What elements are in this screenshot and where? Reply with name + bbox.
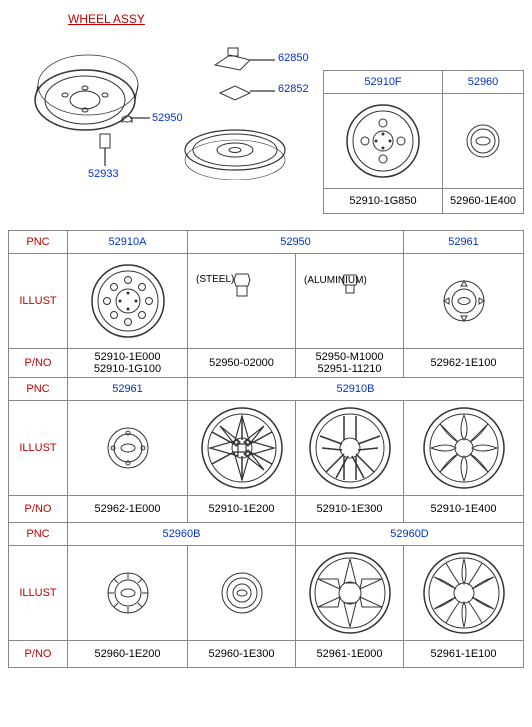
pno-s3-3: 52961-1E100 bbox=[404, 641, 524, 668]
label-pno-1: P/NO bbox=[9, 349, 68, 378]
section1-table: PNC 52910A 52950 52961 ILLUST (STEEL) (A… bbox=[8, 230, 524, 668]
label-illust-3: ILLUST bbox=[9, 546, 68, 641]
pno-s2-3: 52910-1E400 bbox=[404, 496, 524, 523]
tr-header-52960[interactable]: 52960 bbox=[443, 71, 524, 94]
label-pno-3: P/NO bbox=[9, 641, 68, 668]
pno-s1-3: 52962-1E100 bbox=[404, 349, 524, 378]
top-right-table: 52910F 52960 52910-1G850 52960-1E400 bbox=[323, 70, 524, 214]
pno-s2-2: 52910-1E300 bbox=[296, 496, 404, 523]
callout-52950[interactable]: 52950 bbox=[152, 112, 183, 124]
pno-s3-1: 52960-1E300 bbox=[188, 641, 296, 668]
label-illust-1: ILLUST bbox=[9, 254, 68, 349]
diagram-container: WHEEL ASSY 52950 bbox=[0, 0, 532, 668]
callout-62852[interactable]: 62852 bbox=[278, 83, 309, 95]
label-pnc-3: PNC bbox=[9, 523, 68, 546]
illust-steelnut: (STEEL) bbox=[188, 254, 296, 349]
illust-alloy-e300 bbox=[296, 401, 404, 496]
tr-header-52910f[interactable]: 52910F bbox=[324, 71, 443, 94]
pno-s2-1: 52910-1E200 bbox=[188, 496, 296, 523]
pnc-52910b[interactable]: 52910B bbox=[188, 378, 524, 401]
label-pno-2: P/NO bbox=[9, 496, 68, 523]
pnc-52961b[interactable]: 52961 bbox=[68, 378, 188, 401]
pnc-52960b[interactable]: 52960B bbox=[68, 523, 296, 546]
pnc-52960d[interactable]: 52960D bbox=[296, 523, 524, 546]
pno-s1-0: 52910-1E000 52910-1G100 bbox=[68, 349, 188, 378]
illust-alloy-e400 bbox=[404, 401, 524, 496]
note-aluminium: (ALUMINIUM) bbox=[304, 275, 367, 286]
label-pnc-2: PNC bbox=[9, 378, 68, 401]
pnc-52950[interactable]: 52950 bbox=[188, 231, 404, 254]
flat-wheel-illustration bbox=[180, 120, 290, 180]
top-illustration-area: WHEEL ASSY 52950 bbox=[0, 0, 532, 230]
illust-alloy-e200 bbox=[188, 401, 296, 496]
leader-62850 bbox=[250, 55, 280, 65]
wheel-assy-title: WHEEL ASSY bbox=[68, 12, 145, 26]
wheel-assy-illustration bbox=[30, 30, 150, 150]
pno-s3-2: 52961-1E000 bbox=[296, 641, 404, 668]
pno-s3-0: 52960-1E200 bbox=[68, 641, 188, 668]
illust-cover-e000 bbox=[296, 546, 404, 641]
callout-62850[interactable]: 62850 bbox=[278, 52, 309, 64]
illust-steelwheel bbox=[68, 254, 188, 349]
tr-illust-wheel bbox=[324, 94, 443, 189]
illust-cap52961b bbox=[68, 401, 188, 496]
illust-alumnut: (ALUMINIUM) bbox=[296, 254, 404, 349]
leader-62852 bbox=[250, 86, 280, 96]
label-pnc-1: PNC bbox=[9, 231, 68, 254]
callout-52933[interactable]: 52933 bbox=[88, 168, 119, 180]
pno-s2-0: 52962-1E000 bbox=[68, 496, 188, 523]
note-steel: (STEEL) bbox=[196, 274, 234, 285]
clamp-illustration bbox=[215, 78, 255, 108]
tr-illust-cap bbox=[443, 94, 524, 189]
pnc-52910a[interactable]: 52910A bbox=[68, 231, 188, 254]
label-illust-2: ILLUST bbox=[9, 401, 68, 496]
illust-cap-e200 bbox=[68, 546, 188, 641]
illust-cover-e100 bbox=[404, 546, 524, 641]
tr-pno-1: 52960-1E400 bbox=[443, 189, 524, 214]
leader-52933 bbox=[98, 132, 128, 172]
tr-pno-0: 52910-1G850 bbox=[324, 189, 443, 214]
pnc-52961[interactable]: 52961 bbox=[404, 231, 524, 254]
illust-cap-e300 bbox=[188, 546, 296, 641]
illust-cap52961a bbox=[404, 254, 524, 349]
